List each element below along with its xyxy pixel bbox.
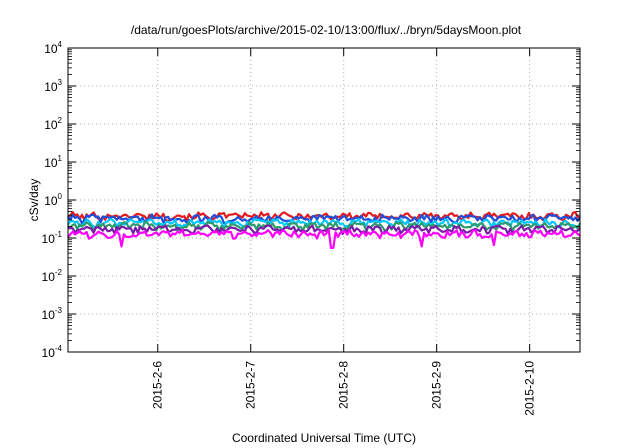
y-tick-exponent: 0 bbox=[58, 192, 63, 201]
y-tick-label: 102 bbox=[44, 116, 62, 132]
y-tick-exponent: -4 bbox=[55, 344, 63, 353]
x-tick-label: 2015-2-6 bbox=[151, 361, 165, 409]
y-tick-base: 10 bbox=[44, 42, 58, 56]
x-tick-labels: 2015-2-6 2015-2-7 2015-2-8 2015-2-9 2015-2-1… bbox=[151, 361, 537, 416]
y-tick-base: 10 bbox=[44, 80, 58, 94]
y-tick-base: 10 bbox=[44, 156, 58, 170]
y-tick-label: 103 bbox=[44, 78, 62, 94]
data-series-line bbox=[67, 228, 581, 249]
y-tick-base: 10 bbox=[42, 232, 56, 246]
y-tick-label: 10-4 bbox=[42, 344, 63, 360]
x-tick-label: 2015-2-10 bbox=[523, 361, 537, 416]
y-tick-base: 10 bbox=[42, 308, 56, 322]
y-tick-label: 101 bbox=[44, 154, 62, 170]
data-series-line bbox=[67, 213, 581, 225]
y-tick-exponent: 2 bbox=[58, 116, 63, 125]
x-tick-label: 2015-2-8 bbox=[337, 361, 351, 409]
y-tick-exponent: 3 bbox=[58, 78, 63, 87]
y-tick-base: 10 bbox=[42, 270, 56, 284]
grid bbox=[68, 48, 580, 352]
data-series-line bbox=[67, 221, 582, 232]
x-axis-label: Coordinated Universal Time (UTC) bbox=[232, 431, 416, 445]
y-tick-base: 10 bbox=[42, 346, 56, 360]
y-tick-exponent: 4 bbox=[58, 40, 63, 49]
chart-title: /data/run/goesPlots/archive/2015-02-10/1… bbox=[131, 23, 522, 37]
y-tick-exponent: -3 bbox=[55, 306, 63, 315]
y-tick-label: 104 bbox=[44, 40, 62, 56]
axis-ticks bbox=[68, 47, 580, 353]
y-tick-label: 10-3 bbox=[42, 306, 63, 322]
data-series-line bbox=[67, 218, 581, 229]
plot-series bbox=[67, 211, 582, 249]
y-tick-base: 10 bbox=[44, 194, 58, 208]
y-tick-label: 10-2 bbox=[42, 268, 63, 284]
y-axis-label: cSv/day bbox=[27, 179, 41, 222]
x-tick-label: 2015-2-7 bbox=[244, 361, 258, 409]
y-tick-exponent: 1 bbox=[58, 154, 63, 163]
y-tick-label: 10-1 bbox=[42, 230, 63, 246]
x-tick-label: 2015-2-9 bbox=[430, 361, 444, 409]
data-series-line bbox=[67, 224, 581, 236]
y-tick-label: 100 bbox=[44, 192, 62, 208]
y-tick-base: 10 bbox=[44, 118, 58, 132]
y-tick-exponent: -1 bbox=[55, 230, 63, 239]
y-tick-exponent: -2 bbox=[55, 268, 63, 277]
